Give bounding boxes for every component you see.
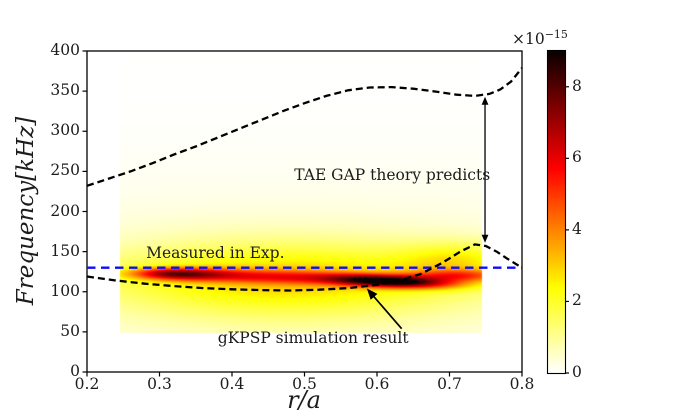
y-tick-label-100: 100: [50, 281, 80, 300]
y-tick-label-400: 400: [50, 41, 80, 59]
y-tick-label-150: 150: [50, 241, 80, 260]
x-tick-label-0.8: 0.8: [509, 375, 535, 393]
colorbar-tick-label-6: 6: [572, 148, 582, 167]
colorbar-scale-coefficient: ×10: [512, 30, 545, 49]
colorbar-scale-exponent: −15: [544, 28, 568, 41]
x-tick-label-0.2: 0.2: [74, 375, 100, 393]
y-tick-label-300: 300: [50, 121, 80, 140]
gkpsp-result-label: gKPSP simulation result: [217, 329, 409, 348]
colorbar-tick-label-0: 0: [572, 363, 582, 381]
x-axis-label: r/a: [287, 386, 321, 414]
tae-gap-theory-label: TAE GAP theory predicts: [294, 166, 491, 185]
y-tick-label-50: 50: [60, 321, 80, 340]
x-tick-label-0.6: 0.6: [364, 375, 390, 393]
heatmap-canvas: [87, 51, 522, 372]
x-tick-label-0.3: 0.3: [147, 375, 172, 393]
y-tick-label-200: 200: [50, 201, 80, 220]
colorbar-gradient: [548, 51, 565, 373]
x-axis-label-text: r/a: [287, 386, 321, 414]
colorbar-tick-label-8: 8: [572, 76, 582, 95]
y-tick-label-0: 0: [70, 362, 80, 380]
measured-in-exp-label: Measured in Exp.: [146, 244, 285, 263]
x-tick-label-0.7: 0.7: [437, 375, 462, 393]
y-tick-label-350: 350: [50, 81, 80, 100]
y-axis-label-text: Frequency[kHz]: [13, 116, 39, 306]
colorbar-tick-label-2: 2: [572, 291, 582, 310]
x-tick-label-0.4: 0.4: [219, 375, 245, 393]
x-tick-label-0.5: 0.5: [292, 375, 317, 393]
colorbar-tick-label-4: 4: [572, 219, 582, 238]
y-axis-label: Frequency[kHz]: [13, 117, 39, 305]
colorbar-scale-label: ×10−15: [512, 28, 568, 48]
y-tick-label-250: 250: [50, 161, 80, 180]
